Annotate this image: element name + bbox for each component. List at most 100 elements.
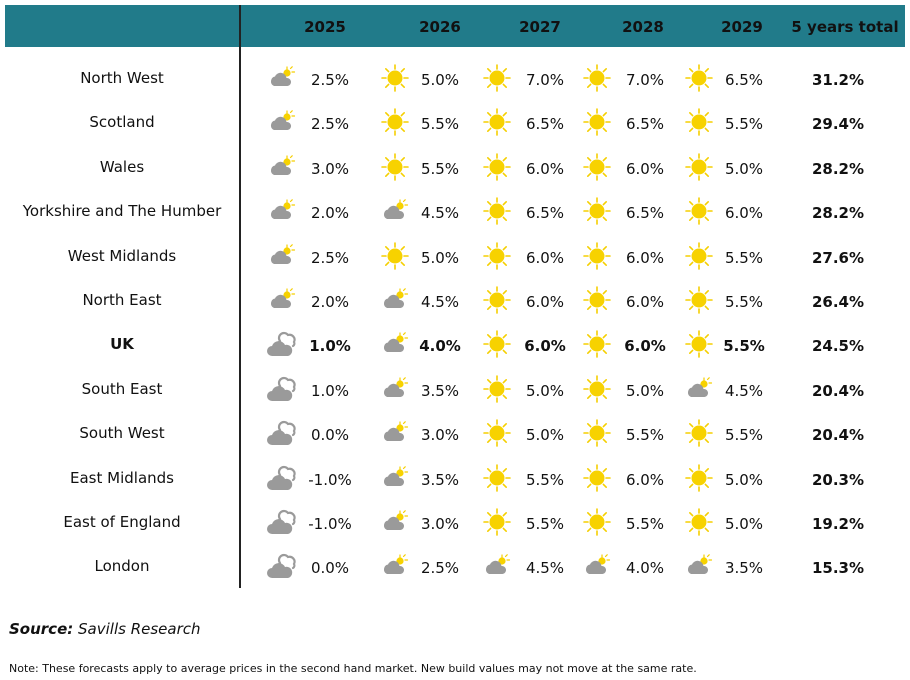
cell-value: 5.5%: [724, 115, 764, 134]
icon-sun: [484, 154, 510, 180]
cell-value: 6.0%: [525, 159, 565, 178]
cell-value: 4.5%: [724, 381, 764, 400]
weather-icon: [582, 241, 612, 271]
icon-sun-cloud: [271, 67, 295, 86]
cell-value: -1.0%: [308, 515, 352, 533]
weather-icon: [380, 551, 410, 581]
column-header: 5 years total: [791, 18, 899, 36]
region-label: South East: [81, 379, 163, 398]
weather-icon: [482, 418, 512, 448]
column-header: 2027: [519, 18, 561, 36]
weather-icon: [482, 329, 512, 359]
cell-value: 5.5%: [525, 470, 565, 489]
icon-sun-cloud: [384, 555, 408, 574]
icon-sun-cloud: [271, 200, 295, 219]
icon-cloud: [267, 555, 295, 578]
column-header: 2029: [721, 18, 763, 36]
cell-value: 6.0%: [724, 204, 764, 223]
source-text: Savills Research: [78, 620, 201, 638]
icon-sun-cloud: [688, 555, 712, 574]
cell-value: 3.0%: [420, 426, 460, 445]
total-value: 20.4%: [811, 381, 865, 400]
total-value: 29.4%: [811, 115, 865, 134]
cell-value: 6.0%: [625, 293, 665, 311]
cell-value: 4.0%: [625, 559, 665, 578]
cell-value: 3.0%: [310, 159, 350, 178]
weather-icon: [582, 418, 612, 448]
weather-icon: [267, 152, 297, 182]
icon-sun: [382, 65, 408, 91]
weather-icon: [482, 107, 512, 137]
weather-icon: [684, 107, 714, 137]
weather-icon: [380, 196, 410, 226]
cell-value: 5.5%: [420, 115, 460, 134]
weather-icon: [482, 463, 512, 493]
cell-value: 4.5%: [525, 559, 565, 578]
cell-value: 6.0%: [524, 337, 566, 356]
weather-icon: [684, 152, 714, 182]
icon-sun-cloud: [384, 333, 408, 352]
weather-icon: [684, 507, 714, 537]
icon-sun: [584, 287, 610, 313]
icon-sun-cloud: [586, 555, 610, 574]
icon-sun: [484, 287, 510, 313]
weather-icon: [380, 107, 410, 137]
total-value: 20.3%: [811, 470, 865, 489]
weather-icon: [267, 463, 297, 493]
column-header: 2028: [622, 18, 664, 36]
cell-value: 2.0%: [310, 204, 350, 223]
weather-icon: [582, 285, 612, 315]
total-value: 19.2%: [811, 515, 865, 533]
icon-sun: [484, 465, 510, 491]
weather-icon: [582, 374, 612, 404]
cell-value: 5.5%: [723, 337, 765, 356]
icon-sun: [686, 465, 712, 491]
icon-cloud: [267, 467, 295, 490]
weather-icon: [684, 374, 714, 404]
weather-icon: [582, 196, 612, 226]
icon-sun: [584, 420, 610, 446]
icon-sun-cloud: [271, 156, 295, 175]
cell-value: 6.0%: [624, 337, 666, 356]
cell-value: 5.5%: [525, 515, 565, 533]
region-label: London: [94, 557, 150, 576]
cell-value: 5.0%: [420, 248, 460, 267]
source: Source: Savills Research: [9, 620, 201, 638]
weather-icon: [380, 285, 410, 315]
cell-value: 5.5%: [724, 293, 764, 311]
icon-sun: [584, 376, 610, 402]
icon-sun: [584, 65, 610, 91]
weather-icon: [684, 241, 714, 271]
cell-value: 6.0%: [625, 248, 665, 267]
cell-value: 5.0%: [525, 426, 565, 445]
cell-value: 3.5%: [420, 470, 460, 489]
weather-icon: [380, 418, 410, 448]
icon-sun-cloud: [384, 378, 408, 397]
weather-icon: [267, 374, 297, 404]
region-label: Yorkshire and The Humber: [22, 202, 222, 221]
icon-sun: [686, 109, 712, 135]
cell-value: 6.5%: [625, 115, 665, 134]
icon-sun: [484, 331, 510, 357]
cell-value: 6.5%: [525, 204, 565, 223]
weather-icon: [380, 152, 410, 182]
cell-value: 5.5%: [625, 426, 665, 445]
cell-value: 5.5%: [724, 248, 764, 267]
weather-icon: [582, 463, 612, 493]
icon-sun-cloud: [486, 555, 510, 574]
weather-icon: [267, 418, 297, 448]
cell-value: 5.0%: [724, 515, 764, 533]
weather-icon: [267, 329, 297, 359]
weather-icon: [684, 551, 714, 581]
cell-value: 2.5%: [310, 115, 350, 134]
icon-sun: [584, 331, 610, 357]
region-label: UK: [110, 335, 134, 354]
total-value: 31.2%: [811, 71, 865, 89]
icon-sun-cloud: [384, 422, 408, 441]
weather-icon: [482, 374, 512, 404]
icon-sun: [686, 509, 712, 535]
column-header: 2025: [304, 18, 346, 36]
cell-value: 5.0%: [525, 381, 565, 400]
cell-value: 2.5%: [310, 248, 350, 267]
icon-sun-cloud: [271, 244, 295, 263]
